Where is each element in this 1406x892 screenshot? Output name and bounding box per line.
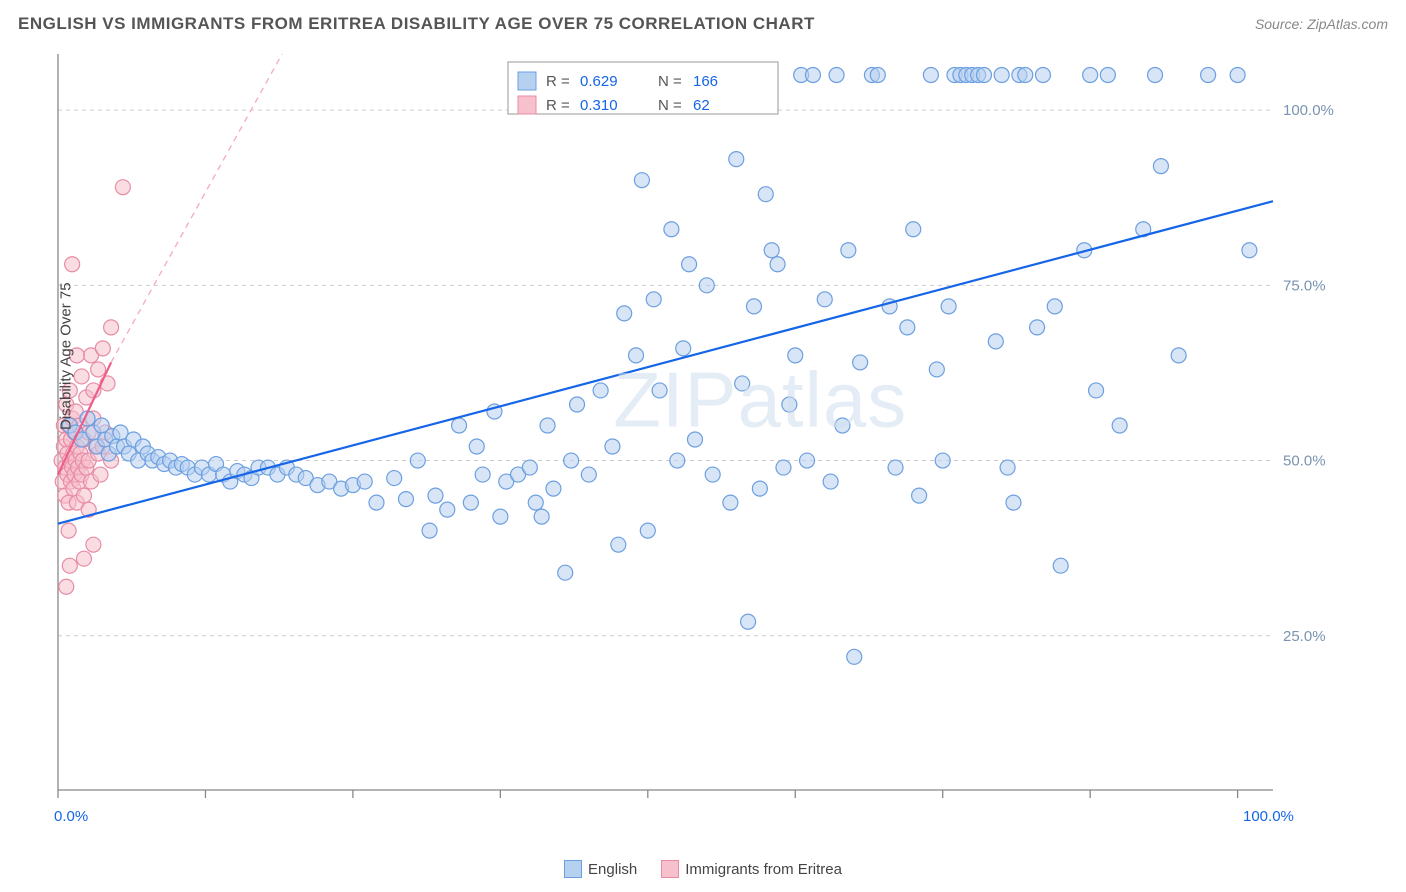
svg-text:R =: R =	[546, 73, 570, 90]
svg-text:50.0%: 50.0%	[1283, 453, 1326, 470]
source-label: Source: ZipAtlas.com	[1255, 16, 1388, 32]
bottom-legend: English Immigrants from Eritrea	[0, 860, 1406, 878]
svg-text:75.0%: 75.0%	[1283, 277, 1326, 294]
scatter-chart: 25.0% 50.0% 75.0% 100.0% R = 0.629 N = 166 R = 0.…	[48, 50, 1343, 810]
svg-text:166: 166	[693, 73, 718, 90]
svg-text:100.0%: 100.0%	[1283, 102, 1334, 119]
x-max-label: 100.0%	[1243, 808, 1294, 825]
chart-header: ENGLISH VS IMMIGRANTS FROM ERITREA DISAB…	[18, 14, 1388, 34]
legend-label: English	[588, 861, 637, 878]
svg-text:0.310: 0.310	[580, 97, 618, 114]
chart-title: ENGLISH VS IMMIGRANTS FROM ERITREA DISAB…	[18, 14, 815, 34]
plot-area: Disability Age Over 75 ZIPatlas 25.0%50.…	[48, 50, 1343, 810]
x-origin-label: 0.0%	[54, 808, 88, 825]
svg-text:N =: N =	[658, 97, 682, 114]
legend-swatch	[661, 860, 679, 878]
legend-swatch	[564, 860, 582, 878]
svg-text:N =: N =	[658, 73, 682, 90]
svg-text:25.0%: 25.0%	[1283, 628, 1326, 645]
legend-item-eritrea: Immigrants from Eritrea	[661, 860, 842, 878]
svg-text:0.629: 0.629	[580, 73, 618, 90]
y-axis-label: Disability Age Over 75	[58, 282, 75, 430]
svg-text:R =: R =	[546, 97, 570, 114]
svg-text:62: 62	[693, 97, 710, 114]
legend-label: Immigrants from Eritrea	[685, 861, 842, 878]
legend-item-english: English	[564, 860, 637, 878]
